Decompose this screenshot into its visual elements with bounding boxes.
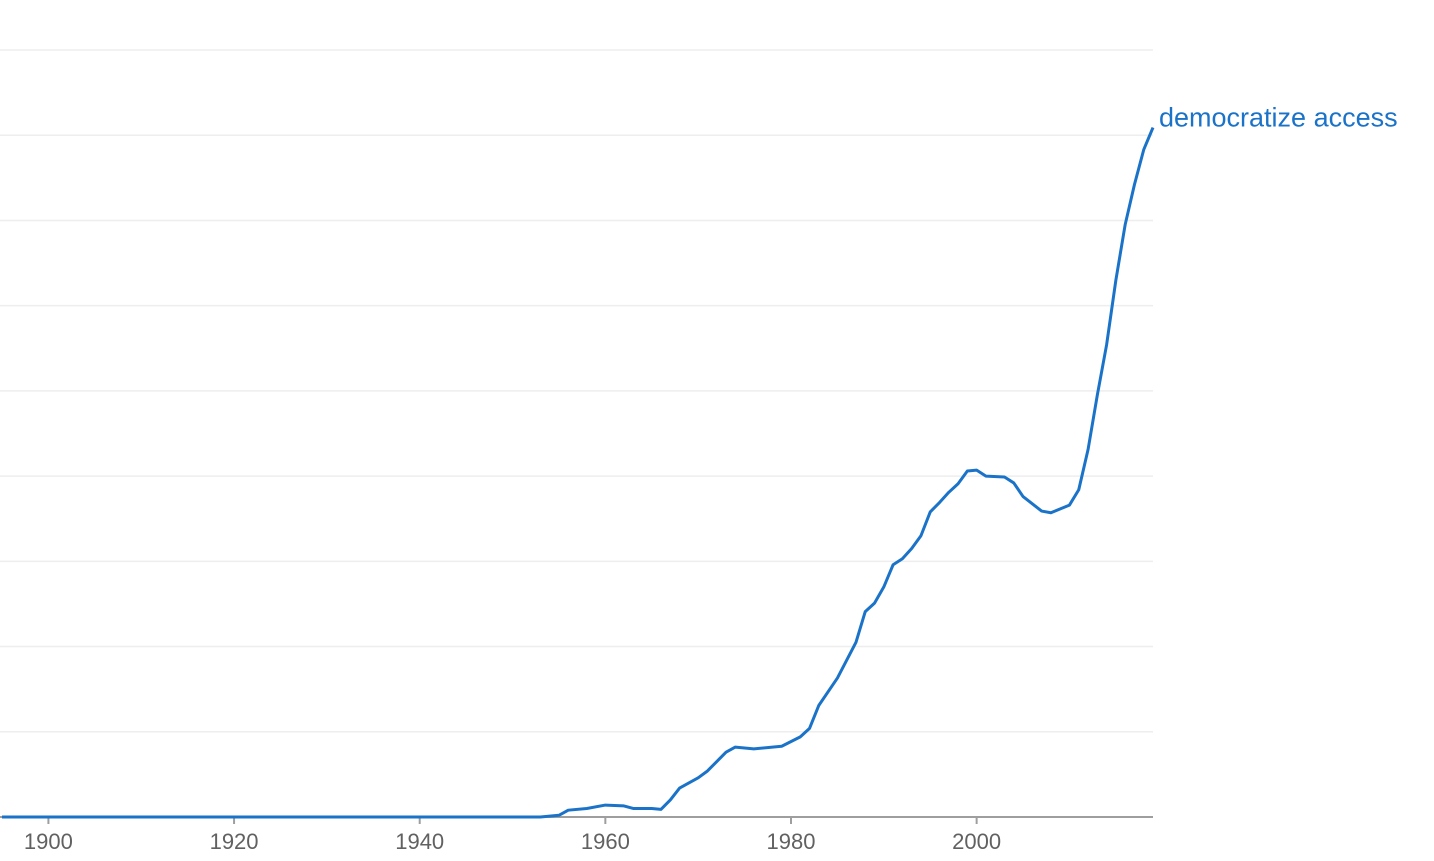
x-tick-label: 1980 [767, 829, 816, 854]
x-tick-label: 2000 [952, 829, 1001, 854]
x-tick-label: 1960 [581, 829, 630, 854]
series-label: democratize access [1159, 103, 1398, 133]
x-tick-label: 1940 [395, 829, 444, 854]
x-tick-label: 1900 [24, 829, 73, 854]
x-tick-label: 1920 [210, 829, 259, 854]
series-line [2, 126, 1155, 819]
